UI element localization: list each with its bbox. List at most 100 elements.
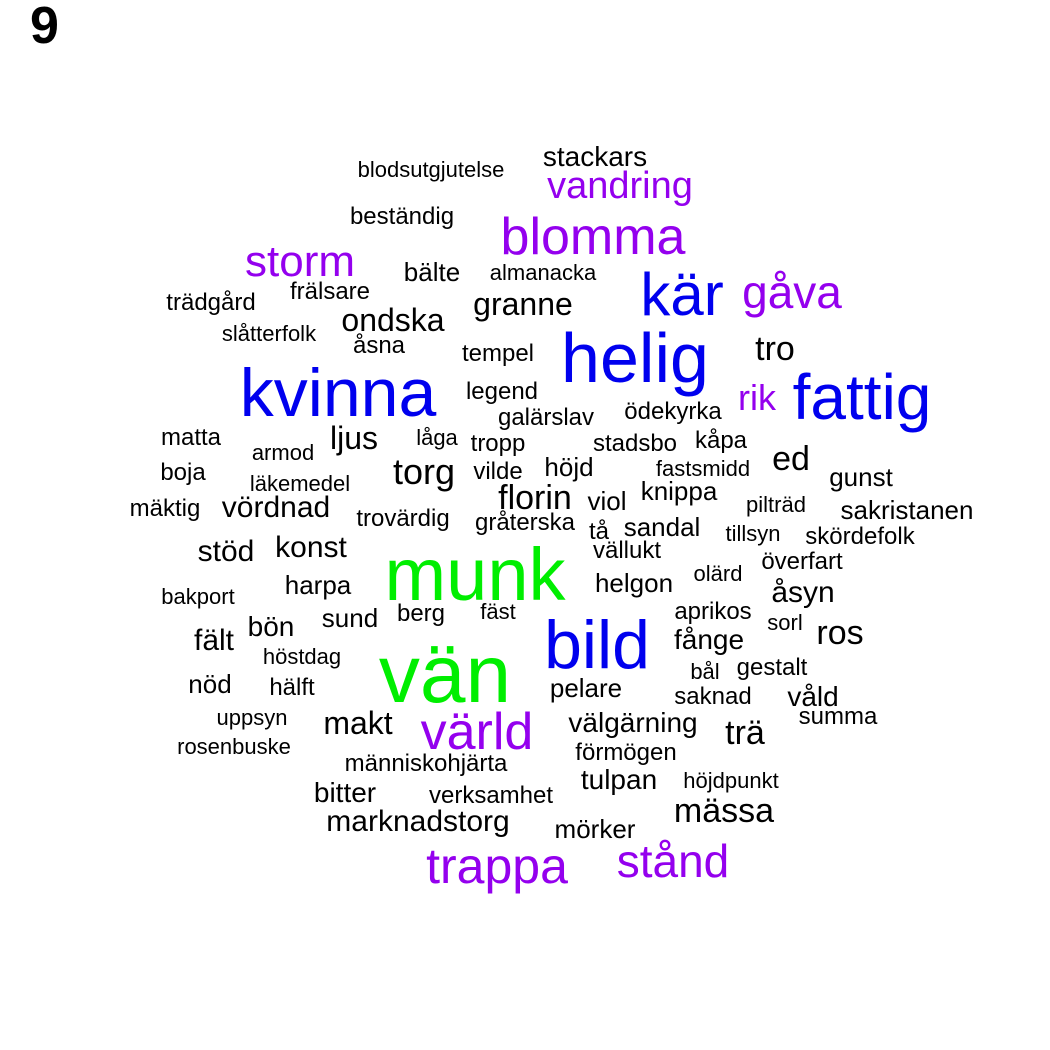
cloud-word: makt <box>323 705 393 741</box>
cloud-word: tulpan <box>580 764 658 795</box>
cloud-word: överfart <box>761 548 843 575</box>
cloud-word: almanacka <box>489 260 597 285</box>
cloud-word: olärd <box>693 561 743 586</box>
cloud-word: höjd <box>544 452 594 482</box>
cloud-word: fånge <box>673 624 745 655</box>
cloud-word: trovärdig <box>356 505 450 532</box>
cloud-word: ljus <box>329 420 379 456</box>
cloud-word: stöd <box>197 535 255 568</box>
cloud-word: åsyn <box>771 576 835 609</box>
cloud-word: bål <box>690 659 720 684</box>
cloud-word: uppsyn <box>216 705 288 730</box>
cloud-word: marknadstorg <box>326 805 510 838</box>
cloud-word: trappa <box>426 838 568 894</box>
cloud-word: beständig <box>349 203 455 230</box>
cloud-word: legend <box>465 378 539 405</box>
cloud-word: torg <box>392 451 456 492</box>
cloud-word: stadsbo <box>592 430 678 457</box>
cloud-word: munk <box>384 533 566 616</box>
cloud-word: matta <box>160 424 222 451</box>
cloud-word: gåva <box>742 266 842 318</box>
cloud-word: galärslav <box>497 404 595 431</box>
cloud-word: bön <box>247 611 295 642</box>
cloud-word: blodsutgjutelse <box>357 157 505 182</box>
cloud-word: pelare <box>549 673 623 703</box>
cloud-word: sorl <box>767 610 803 635</box>
cloud-word: storm <box>245 237 355 286</box>
cloud-word: boja <box>160 459 206 486</box>
cloud-word: mäktig <box>129 495 201 522</box>
cloud-word: viol <box>587 486 627 516</box>
cloud-word: sakristanen <box>840 495 974 525</box>
cloud-word: pilträd <box>746 492 806 517</box>
cloud-word: gestalt <box>736 654 808 681</box>
cloud-word: saknad <box>674 683 752 710</box>
cloud-word: tempel <box>461 340 535 367</box>
cloud-word: ed <box>772 440 810 478</box>
cloud-word: välgärning <box>568 707 698 738</box>
cloud-word: trä <box>725 714 765 752</box>
cloud-word: kvinna <box>239 355 437 431</box>
cloud-word: knippa <box>640 476 718 506</box>
cloud-word: vandring <box>547 165 693 207</box>
cloud-word: ondska <box>341 302 445 338</box>
cloud-word: fattig <box>792 361 932 433</box>
cloud-word: slåtterfolk <box>221 321 317 346</box>
cloud-word: ödekyrka <box>624 398 722 425</box>
cloud-word: trädgård <box>166 289 256 316</box>
cloud-word: mörker <box>554 814 636 844</box>
cloud-word: vällukt <box>592 537 662 564</box>
cloud-word: hälft <box>269 674 315 701</box>
cloud-word: nöd <box>188 669 232 699</box>
cloud-word: stånd <box>616 835 730 887</box>
cloud-word: harpa <box>284 570 352 600</box>
cloud-word: kåpa <box>694 427 748 454</box>
cloud-word: höstdag <box>262 644 342 669</box>
cloud-word: berg <box>396 600 446 627</box>
cloud-word: bild <box>544 607 650 683</box>
cloud-word: människohjärta <box>344 750 508 777</box>
cloud-word: helgon <box>594 568 674 598</box>
cloud-word: tå <box>588 518 610 545</box>
cloud-word: mässa <box>673 792 775 830</box>
cloud-word: frälsare <box>289 278 371 305</box>
cloud-word: konst <box>275 531 347 564</box>
cloud-word: tropp <box>470 430 526 457</box>
cloud-word: helig <box>561 319 709 397</box>
cloud-word: skördefolk <box>805 523 915 550</box>
cloud-word: blomma <box>500 208 686 266</box>
cloud-word: ros <box>816 614 864 652</box>
cloud-word: värld <box>420 703 534 761</box>
cloud-word: vän <box>378 629 512 720</box>
cloud-word: bitter <box>313 777 377 808</box>
cloud-word: höjdpunkt <box>683 768 779 793</box>
cloud-word: sandal <box>623 512 701 542</box>
cloud-word: sund <box>321 603 379 633</box>
cloud-word: aprikos <box>674 598 752 625</box>
cloud-word: rik <box>738 377 776 418</box>
cloud-word: läkemedel <box>249 471 351 496</box>
cloud-word: åsna <box>352 332 406 359</box>
cloud-word: gunst <box>829 462 893 492</box>
cloud-word: gråterska <box>474 509 576 536</box>
cloud-word: fäst <box>480 599 516 624</box>
cloud-word: kär <box>640 261 724 328</box>
cloud-word: granne <box>473 286 573 322</box>
cloud-word: stackars <box>542 141 648 172</box>
cloud-word: vördnad <box>221 491 331 524</box>
cloud-word: fält <box>193 624 235 657</box>
cloud-word: bälte <box>403 257 461 287</box>
cloud-word: tillsyn <box>725 521 781 546</box>
cloud-word: rosenbuske <box>177 734 291 759</box>
cloud-word: florin <box>498 479 572 517</box>
cloud-word: fastsmidd <box>655 456 751 481</box>
cloud-word: vilde <box>473 458 523 485</box>
cloud-word: tro <box>755 330 795 368</box>
cloud-word: verksamhet <box>428 782 554 809</box>
cloud-word: våld <box>787 681 839 712</box>
panel-label: 9 <box>30 0 59 55</box>
cloud-word: bakport <box>161 584 235 609</box>
cloud-word: förmögen <box>575 739 677 766</box>
